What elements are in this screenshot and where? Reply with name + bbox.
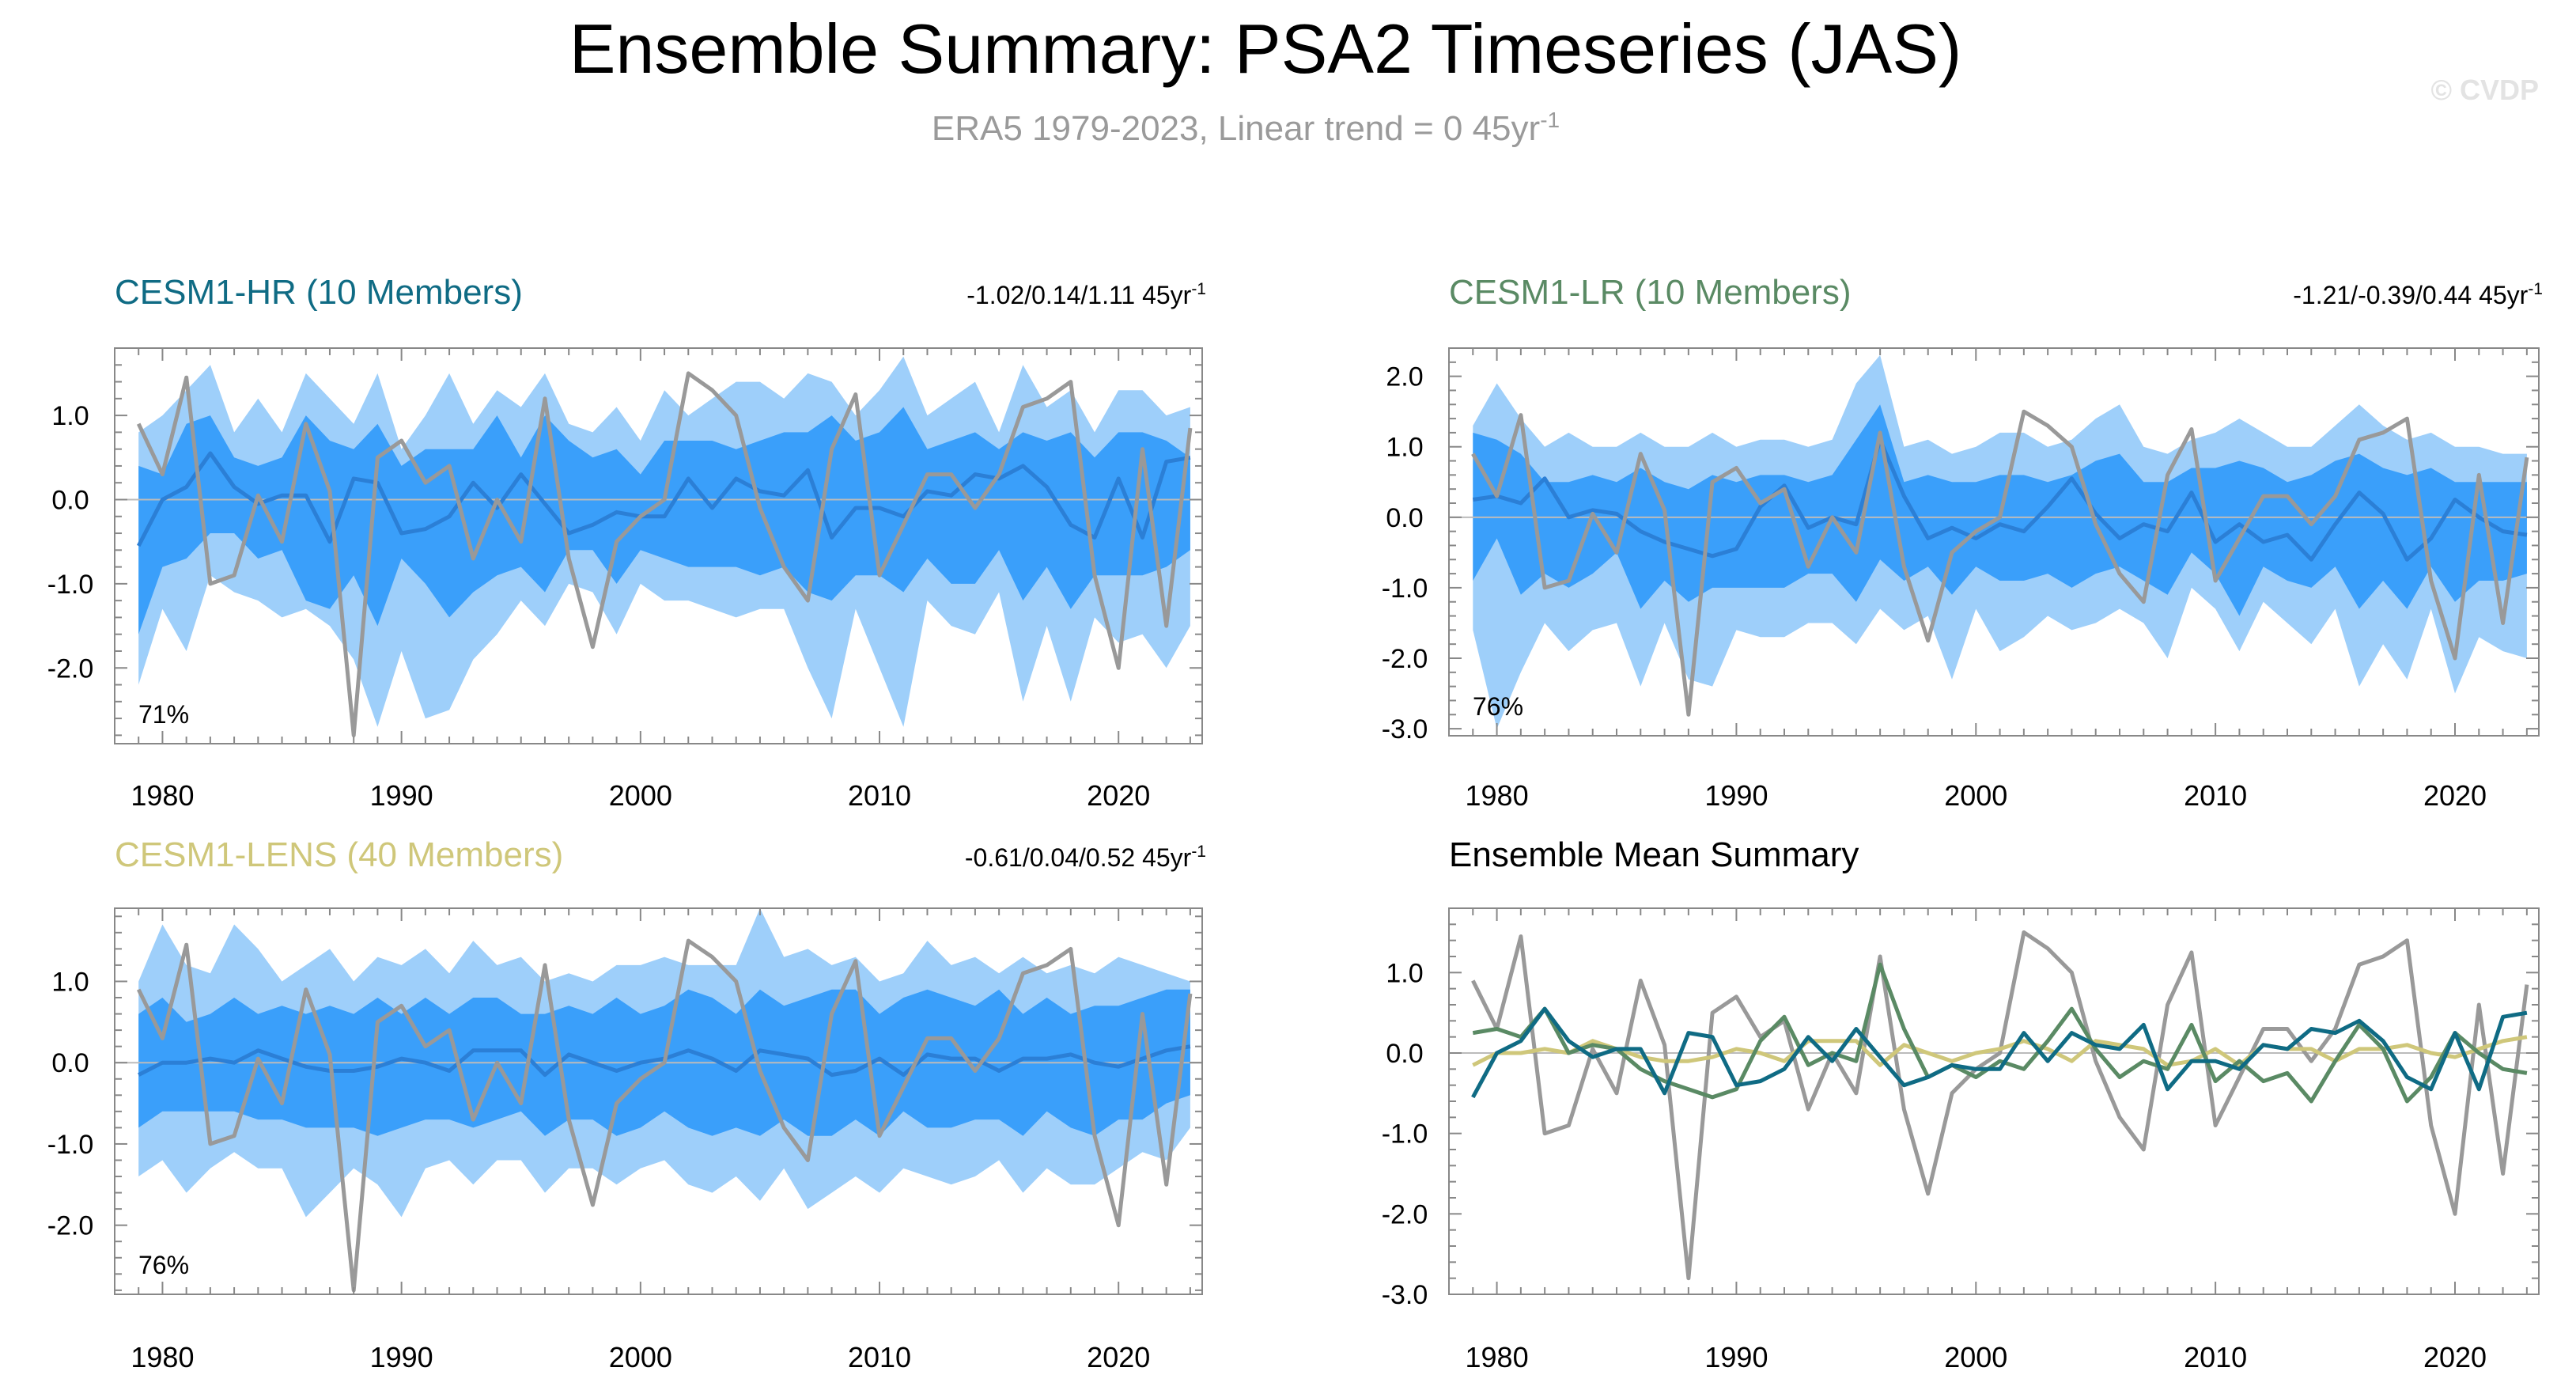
x-tick-label: 2000 (609, 779, 672, 812)
x-tick-label: 2000 (609, 1341, 672, 1373)
trend-value: -0.61/0.04/0.52 45yr (965, 843, 1192, 872)
panel-summary: Ensemble Mean Summary 1980 1990 2000 2010 202… (1382, 835, 2540, 1373)
x-tick-label: 2010 (848, 779, 911, 812)
y-tick-label: -3.0 (1382, 714, 1428, 744)
series-line-era5 (1471, 930, 2529, 1281)
x-tick-label: 2020 (2423, 779, 2487, 812)
x-tick-label: 1980 (131, 779, 194, 812)
observed-line-lens (136, 938, 1193, 1293)
band-25-75-hr (138, 407, 1190, 634)
y-tick-label: 0.0 (51, 1048, 89, 1078)
panel-trend-lens: -0.61/0.04/0.52 45yr-1 (965, 843, 1206, 872)
x-tick-label: 1990 (370, 1341, 433, 1373)
plot-frame-summary (1448, 907, 2540, 1295)
series-line-cesm1-hr (1471, 1006, 2528, 1099)
x-tick-label: 1990 (1704, 1341, 1768, 1373)
y-tick-label: 0.0 (1386, 503, 1423, 533)
x-tick-label: 1980 (131, 1341, 194, 1373)
x-tick-label: 2000 (1944, 779, 2007, 812)
panel-lr: CESM1-LR (10 Members) -1.21/-0.39/0.44 45… (1382, 273, 2543, 812)
trend-superscript: -1 (2528, 280, 2543, 298)
observed-line-lr (1471, 409, 2529, 717)
series-line-cesm1-lr (1472, 962, 2528, 1104)
subtitle-superscript: -1 (1540, 108, 1560, 132)
subtitle-main: ERA5 1979-2023, Linear trend = 0 45yr (932, 109, 1540, 148)
panel-title-hr: CESM1-HR (10 Members) (115, 273, 523, 312)
panel-trend-hr: -1.02/0.14/1.11 45yr-1 (966, 280, 1206, 309)
y-tick-label: -2.0 (47, 653, 94, 684)
plot-frame-hr (114, 347, 1203, 744)
panel-title-summary: Ensemble Mean Summary (1449, 835, 1859, 874)
ensemble-mean-line-lr (1472, 438, 2528, 562)
trend-value: -1.02/0.14/1.11 45yr (966, 281, 1191, 309)
ensemble-mean-line-hr (136, 451, 1191, 547)
x-tick-label: 2000 (1944, 1341, 2007, 1373)
percent-label-lens: 76% (138, 1251, 189, 1279)
trend-value: -1.21/-0.39/0.44 45yr (2293, 281, 2528, 309)
y-tick-label: 0.0 (51, 485, 89, 515)
y-tick-label: 1.0 (51, 967, 89, 997)
y-tick-label: 1.0 (1386, 958, 1423, 988)
y-tick-label: -1.0 (47, 570, 94, 600)
figure-title: Ensemble Summary: PSA2 Timeseries (JAS) (569, 9, 1962, 88)
x-tick-label: 1990 (1704, 779, 1768, 812)
y-tick-label: -2.0 (47, 1211, 94, 1241)
y-tick-label: -3.0 (1382, 1280, 1428, 1310)
y-tick-label: -1.0 (1382, 574, 1428, 604)
x-tick-label: 2020 (2423, 1341, 2487, 1373)
trend-superscript: -1 (1191, 843, 1206, 861)
watermark: © CVDP (2430, 74, 2539, 106)
series-line-cesm1-lens (1472, 1035, 2528, 1067)
percent-label-hr: 71% (138, 700, 189, 729)
y-tick-label: -1.0 (1382, 1119, 1428, 1150)
panel-title-lens: CESM1-LENS (40 Members) (115, 835, 563, 874)
x-tick-label: 2010 (848, 1341, 911, 1373)
panel-trend-lr: -1.21/-0.39/0.44 45yr-1 (2293, 280, 2543, 309)
panel-title-lr: CESM1-LR (10 Members) (1449, 273, 1852, 312)
panel-lens: CESM1-LENS (40 Members) -0.61/0.04/0.52 4… (47, 835, 1206, 1373)
x-tick-label: 1980 (1466, 779, 1529, 812)
trend-superscript: -1 (1191, 280, 1206, 298)
x-tick-label: 2020 (1087, 779, 1150, 812)
plot-frame-lens (114, 907, 1203, 1295)
y-tick-label: 2.0 (1386, 362, 1423, 392)
panels: CESM1-HR (10 Members) -1.02/0.14/1.11 45y… (47, 273, 2543, 1373)
x-tick-label: 2020 (1087, 1341, 1150, 1373)
x-tick-label: 2010 (2184, 1341, 2247, 1373)
y-tick-label: -2.0 (1382, 644, 1428, 674)
y-tick-label: -2.0 (1382, 1199, 1428, 1229)
y-tick-label: 0.0 (1386, 1039, 1423, 1069)
panel-hr: CESM1-HR (10 Members) -1.02/0.14/1.11 45y… (47, 273, 1206, 812)
x-tick-label: 1980 (1466, 1341, 1529, 1373)
observed-line-hr (136, 371, 1193, 737)
y-tick-label: 1.0 (1386, 433, 1423, 463)
y-tick-label: -1.0 (47, 1130, 94, 1160)
figure-subtitle: ERA5 1979-2023, Linear trend = 0 45yr-1 (932, 108, 1560, 148)
plot-frame-lr (1448, 347, 2540, 737)
y-tick-label: 1.0 (51, 401, 89, 431)
x-tick-label: 1990 (370, 779, 433, 812)
x-tick-label: 2010 (2184, 779, 2247, 812)
percent-label-lr: 76% (1473, 692, 1523, 721)
